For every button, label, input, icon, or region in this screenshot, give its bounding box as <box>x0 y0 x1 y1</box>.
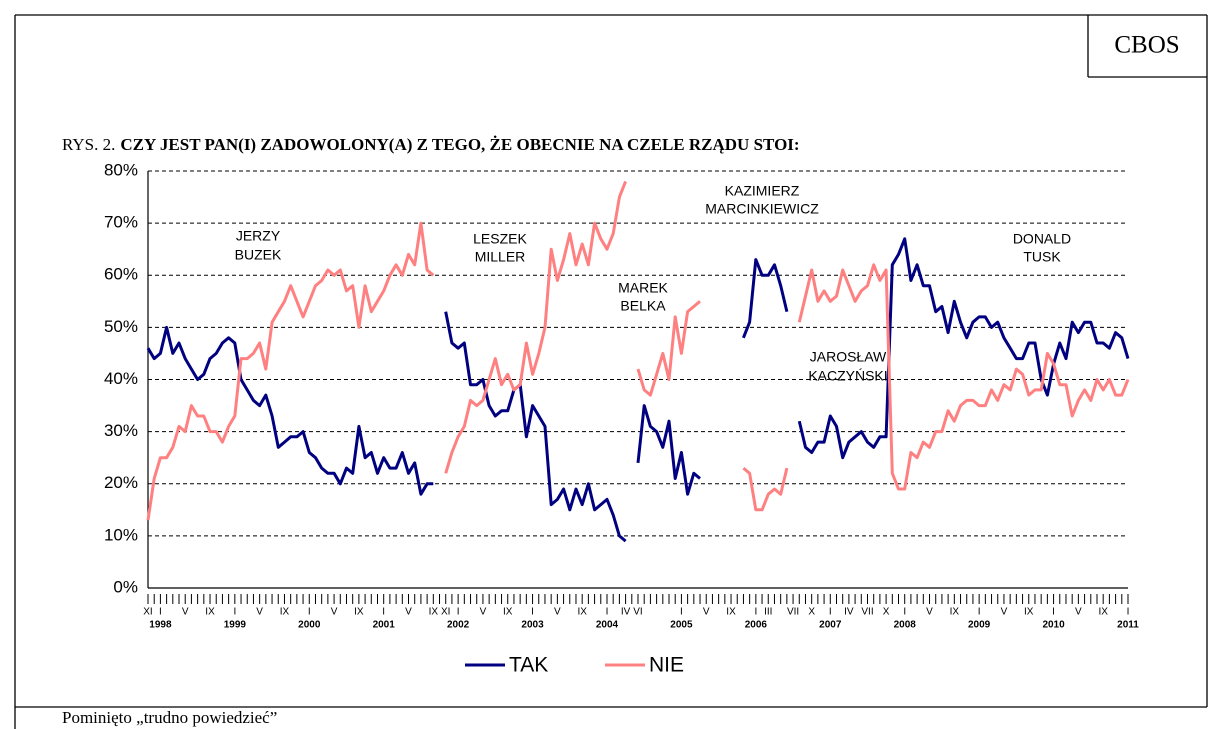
x-year-label: 2006 <box>745 620 768 631</box>
y-tick-label: 0% <box>113 577 138 596</box>
chart-title: RYS. 2. CZY JEST PAN(I) ZADOWOLONY(A) Z T… <box>62 135 800 154</box>
x-year-label: 2000 <box>298 620 321 631</box>
x-tick-label: I <box>978 607 981 618</box>
x-tick-label: V <box>256 607 263 618</box>
x-tick-label: V <box>703 607 710 618</box>
x-tick-label: IX <box>354 607 364 618</box>
legend-label: TAK <box>509 654 548 677</box>
annotation: DONALD <box>1013 231 1071 247</box>
x-year-label: 2001 <box>373 620 396 631</box>
y-tick-label: 20% <box>104 473 138 492</box>
x-tick-label: I <box>531 607 534 618</box>
frame <box>14 14 1208 729</box>
annotation: JAROSŁAW <box>810 349 887 365</box>
x-tick-label: X <box>808 607 815 618</box>
x-tick-label: V <box>554 607 561 618</box>
x-tick-label: IX <box>280 607 290 618</box>
footnote: Pominięto „trudno powiedzieć” <box>62 708 277 727</box>
annotation: BELKA <box>620 298 666 314</box>
y-tick-label: 80% <box>104 160 138 179</box>
x-tick-label: V <box>331 607 338 618</box>
annotation: BUZEK <box>235 247 282 263</box>
x-tick-label: I <box>1052 607 1055 618</box>
x-tick-label: V <box>480 607 487 618</box>
x-tick-label: I <box>159 607 162 618</box>
x-tick-label: IX <box>205 607 215 618</box>
x-year-label: 2007 <box>819 620 842 631</box>
x-tick-label: IX <box>503 607 513 618</box>
x-tick-label: I <box>829 607 832 618</box>
y-tick-label: 30% <box>104 421 138 440</box>
x-tick-label: I <box>457 607 460 618</box>
y-tick-label: 60% <box>104 265 138 284</box>
x-tick-label: VI <box>633 607 642 618</box>
series-line <box>146 237 1130 543</box>
x-tick-label: V <box>1001 607 1008 618</box>
x-tick-label: I <box>606 607 609 618</box>
y-tick-label: 40% <box>104 369 138 388</box>
annotations: JERZY BUZEK LESZEK MILLER MAREK BELKA KA… <box>235 183 1072 384</box>
annotation: MILLER <box>475 249 526 265</box>
x-tick-label: I <box>308 607 311 618</box>
x-tick-label: III <box>764 607 772 618</box>
annotation: TUSK <box>1023 249 1061 265</box>
x-year-label: 2005 <box>670 620 693 631</box>
x-tick-label: IX <box>1098 607 1108 618</box>
x-tick-label: XI <box>441 607 450 618</box>
x-tick-label: V <box>1075 607 1082 618</box>
x-year-label: 2002 <box>447 620 470 631</box>
x-tick-label: I <box>1127 607 1130 618</box>
x-tick-label: XI <box>143 607 152 618</box>
x-tick-label: IX <box>1024 607 1034 618</box>
corner-label: CBOS <box>1114 32 1179 59</box>
title-main: CZY JEST PAN(I) ZADOWOLONY(A) Z TEGO, ŻE… <box>120 135 799 154</box>
x-tick-label: VII <box>861 607 873 618</box>
x-year-label: 2009 <box>968 620 991 631</box>
x-tick-label: I <box>382 607 385 618</box>
y-tick-label: 50% <box>104 317 138 336</box>
x-tick-label: I <box>903 607 906 618</box>
annotation: KACZYŃSKI <box>808 368 887 384</box>
x-tick-label: X <box>883 607 890 618</box>
x-tick-label: IX <box>577 607 587 618</box>
annotation: LESZEK <box>473 231 527 247</box>
x-tick-label: I <box>233 607 236 618</box>
x-year-label: 2011 <box>1117 620 1139 631</box>
x-year-label: 2004 <box>596 620 619 631</box>
x-year-label: 2008 <box>894 620 917 631</box>
annotation: KAZIMIERZ <box>725 183 800 199</box>
annotation: JERZY <box>236 228 281 244</box>
x-tick-label: IX <box>429 607 439 618</box>
x-tick-label: IX <box>726 607 736 618</box>
annotation: MAREK <box>618 280 668 296</box>
title-prefix: RYS. 2. <box>62 135 115 154</box>
x-tick-label: IV <box>621 607 631 618</box>
x-tick-label: I <box>754 607 757 618</box>
x-year-label: 1998 <box>149 620 172 631</box>
x-tick-label: IX <box>950 607 960 618</box>
x-tick-label: IV <box>844 607 854 618</box>
legend-label: NIE <box>649 654 684 677</box>
y-tick-label: 10% <box>104 525 138 544</box>
x-year-label: 2010 <box>1042 620 1065 631</box>
x-year-label: 2003 <box>521 620 544 631</box>
x-year-label: 1999 <box>224 620 247 631</box>
series-line <box>146 180 1130 521</box>
x-tick-label: V <box>182 607 189 618</box>
x-tick-label: VII <box>787 607 799 618</box>
y-tick-label: 70% <box>104 213 138 232</box>
annotation: MARCINKIEWICZ <box>705 201 819 217</box>
x-tick-label: I <box>680 607 683 618</box>
x-tick-label: V <box>926 607 933 618</box>
x-tick-label: V <box>405 607 412 618</box>
